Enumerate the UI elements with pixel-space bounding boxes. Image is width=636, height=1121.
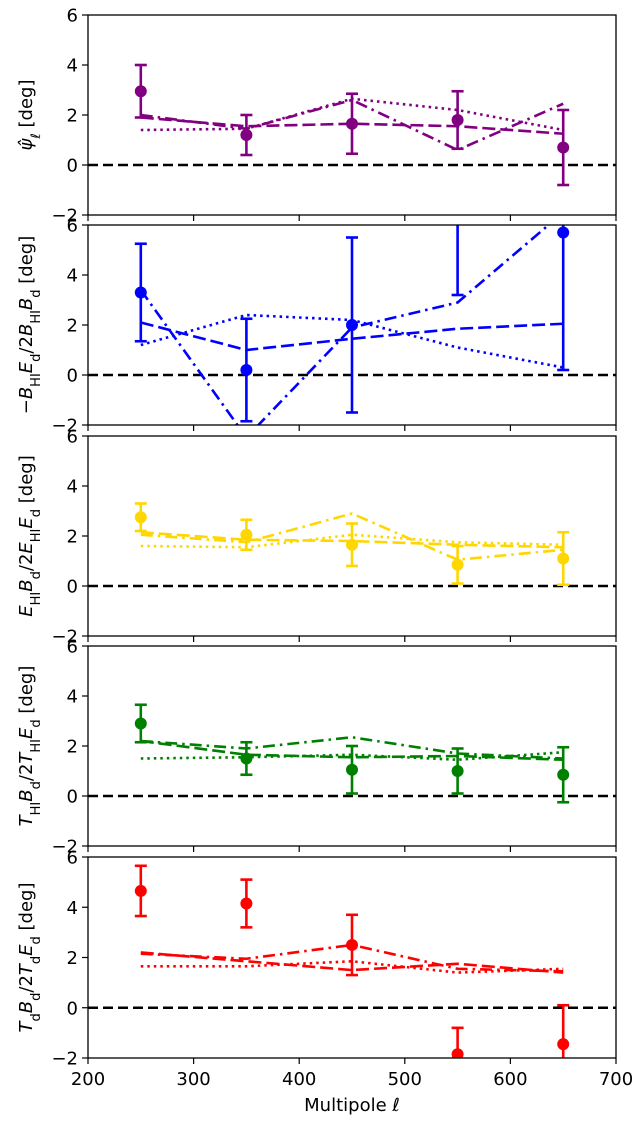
y-tick-label: 6 [67,6,78,27]
x-tick-label: 600 [493,1069,527,1090]
y-tick-label: 2 [67,106,78,127]
plot-area [88,502,616,588]
y-tick-label: 6 [67,637,78,658]
y-tick-label: 4 [67,477,78,498]
panel-4: −2 0 2 4 6 THIBd/2THIEd [deg] [16,637,617,858]
dotted-model-line [140,750,564,762]
y-tick-label: 4 [67,266,78,287]
data-point [134,286,147,299]
x-tick-label: 300 [176,1069,210,1090]
dotted-model-line [140,533,564,549]
panel-1: −2 0 2 4 6 ψ̂ℓ [deg] [16,6,617,227]
dashdot-model-line [140,98,564,152]
y-tick-label: 0 [67,577,78,598]
data-point [557,768,570,781]
y-tick-label: 6 [67,848,78,869]
y-tick-label: −2 [51,1049,78,1070]
data-point [557,1038,570,1051]
x-axis-label: Multipole ℓ [304,1095,400,1116]
y-tick-label: −2 [51,206,78,227]
data-point [346,319,358,331]
data-point [346,117,358,130]
dashdot-model-line [140,735,564,760]
data-point [451,114,464,126]
y-tick-label: 2 [67,948,78,969]
data-point [134,884,147,897]
dotted-model-line [140,959,564,974]
data-point [240,752,253,765]
dashed-model-line [140,116,564,136]
data-point [134,85,147,98]
y-axis-label: THIBd/2THIEd [deg] [16,666,44,827]
dashed-model-line [140,530,564,549]
data-point [134,717,147,730]
x-tick-label: 400 [282,1069,316,1090]
plot-area [88,864,616,1058]
y-tick-label: −2 [51,627,78,648]
dashed-model-line [140,951,564,974]
panel-5: −2 0 2 4 6 200 300 400 500 600 700 TdBd/2TdEd [deg] [16,848,633,1091]
data-point [240,129,253,141]
x-tick-label: 700 [599,1069,633,1090]
y-tick-label: 4 [67,687,78,708]
data-point [240,897,253,910]
y-tick-label: 2 [67,316,78,337]
data-point [557,141,570,154]
panel-3: −2 0 2 4 6 EHIBd/2EHIEd [deg] [16,427,617,648]
x-tick-label: 200 [71,1069,105,1090]
y-tick-label: 0 [67,998,78,1019]
plot-area [88,197,616,425]
y-tick-label: −2 [51,837,78,858]
y-tick-label: 4 [67,898,78,919]
x-tick-label: 500 [388,1069,422,1090]
y-axis-label: TdBd/2TdEd [deg] [16,882,44,1032]
y-tick-label: 6 [67,216,78,237]
y-tick-label: 0 [67,366,78,387]
y-tick-label: −2 [51,416,78,437]
data-point [451,1048,464,1058]
panel-2: −2 0 2 4 6 −BHIEd/2BHIBd [deg] [16,197,617,437]
data-point [557,552,570,565]
y-tick-label: 0 [67,156,78,177]
y-axis-label: ψ̂ℓ [deg] [16,80,44,151]
data-point [452,197,464,209]
data-point [557,226,570,239]
y-tick-label: 2 [67,737,78,758]
data-point [346,938,358,951]
data-point [134,511,147,524]
data-point [346,763,358,776]
y-axis-label: EHIBd/2EHIEd [deg] [16,455,44,616]
plot-area [88,63,616,187]
data-point [451,558,464,571]
dashed-model-line [140,321,564,352]
y-tick-label: 4 [67,56,78,77]
y-axis-label: −BHIEd/2BHIBd [deg] [16,236,44,415]
plot-area [88,703,616,804]
data-point [240,364,253,376]
data-point [346,538,358,551]
data-point [240,528,253,541]
data-point [451,765,464,777]
y-tick-label: 0 [67,787,78,808]
dashdot-model-line [140,512,564,562]
y-tick-label: 6 [67,427,78,448]
y-tick-label: 2 [67,527,78,548]
